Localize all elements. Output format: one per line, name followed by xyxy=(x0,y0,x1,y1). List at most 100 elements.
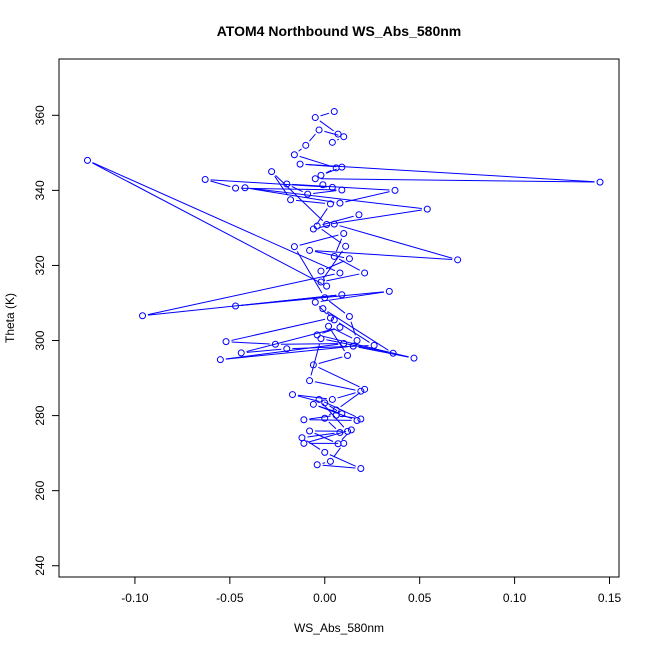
series-segment xyxy=(231,341,270,345)
series-segment xyxy=(338,258,361,271)
series-segment xyxy=(315,250,453,260)
series-segment xyxy=(231,318,326,341)
y-tick-label: 340 xyxy=(33,180,47,200)
data-point xyxy=(317,171,325,179)
data-point xyxy=(201,175,209,183)
data-point xyxy=(349,342,357,350)
data-point xyxy=(306,377,314,385)
y-axis: 240 260 280 300 320 340 360 xyxy=(33,105,60,576)
series-segment xyxy=(309,419,352,421)
data-point xyxy=(326,457,334,465)
data-point xyxy=(283,180,291,188)
data-point xyxy=(355,211,363,219)
series-segment xyxy=(324,130,339,136)
series-segment xyxy=(325,168,337,174)
data-point xyxy=(336,428,344,436)
data-point xyxy=(361,385,369,393)
series-segment xyxy=(310,343,321,376)
series-segment xyxy=(296,251,323,294)
series-segment xyxy=(318,356,343,364)
data-point xyxy=(232,184,240,192)
x-tick-label: 0.00 xyxy=(313,591,337,605)
data-point xyxy=(340,230,348,238)
data-point xyxy=(410,354,418,362)
series-segment xyxy=(350,321,356,336)
data-point xyxy=(326,200,334,208)
data-point xyxy=(347,426,355,434)
series-segment xyxy=(305,163,595,183)
data-point xyxy=(290,243,298,251)
series-segment xyxy=(327,311,389,351)
data-point xyxy=(361,269,369,277)
series-segment xyxy=(246,348,282,353)
data-point xyxy=(330,220,338,228)
y-axis-label: Theta (K) xyxy=(3,293,17,343)
data-point xyxy=(336,199,344,207)
data-point xyxy=(336,269,344,277)
y-tick-label: 260 xyxy=(33,480,47,500)
series-segment xyxy=(225,346,348,360)
data-point xyxy=(330,252,338,260)
data-point xyxy=(317,335,325,343)
series-segment xyxy=(92,162,323,284)
series-segment xyxy=(340,392,361,408)
data-point xyxy=(345,255,353,263)
data-point xyxy=(313,331,321,339)
data-point xyxy=(423,205,431,213)
series-segment xyxy=(320,112,330,117)
data-point xyxy=(315,395,323,403)
series-segment xyxy=(325,169,332,174)
data-point xyxy=(237,349,245,357)
data-point xyxy=(311,114,319,122)
data-point xyxy=(271,340,279,348)
series-segment xyxy=(275,175,324,222)
data-point xyxy=(216,356,224,364)
series-segment xyxy=(329,454,357,467)
data-point xyxy=(222,338,230,346)
data-point xyxy=(389,349,397,357)
series-segment xyxy=(307,432,335,438)
data-point xyxy=(385,287,393,295)
series-segment xyxy=(320,178,595,183)
x-tick-label: -0.10 xyxy=(121,591,149,605)
x-tick-label: -0.05 xyxy=(216,591,244,605)
series-segment xyxy=(246,328,335,353)
series-segment xyxy=(299,155,332,167)
data-point xyxy=(309,400,317,408)
series-segment xyxy=(225,343,339,360)
series-segment xyxy=(274,175,288,196)
series-segment xyxy=(322,328,335,334)
data-point xyxy=(328,183,336,191)
data-point xyxy=(241,184,249,192)
series-segment xyxy=(331,330,345,352)
chart-title: ATOM4 Northbound WS_Abs_580nm xyxy=(217,23,462,39)
series-segment xyxy=(314,251,345,259)
data-point xyxy=(319,181,327,189)
series-segment xyxy=(318,224,330,229)
series-segment xyxy=(321,228,342,244)
series-segment xyxy=(147,273,335,316)
data-point xyxy=(296,160,304,168)
data-point xyxy=(344,427,352,435)
series-segment xyxy=(322,462,326,464)
data-point xyxy=(357,387,365,395)
data-point xyxy=(302,141,310,149)
data-point xyxy=(304,190,312,198)
data-point xyxy=(319,305,327,313)
series-segment xyxy=(337,392,356,399)
series-segment xyxy=(280,343,339,345)
data-series xyxy=(83,108,604,473)
series-segment xyxy=(339,225,453,259)
data-point xyxy=(391,186,399,194)
series-segment xyxy=(333,447,341,458)
data-point xyxy=(311,298,319,306)
data-point xyxy=(321,294,329,302)
series-segment xyxy=(319,120,334,132)
data-point xyxy=(283,345,291,353)
data-point xyxy=(309,361,317,369)
series-segment xyxy=(326,273,360,282)
data-point xyxy=(336,323,344,331)
series-segment xyxy=(241,187,337,191)
